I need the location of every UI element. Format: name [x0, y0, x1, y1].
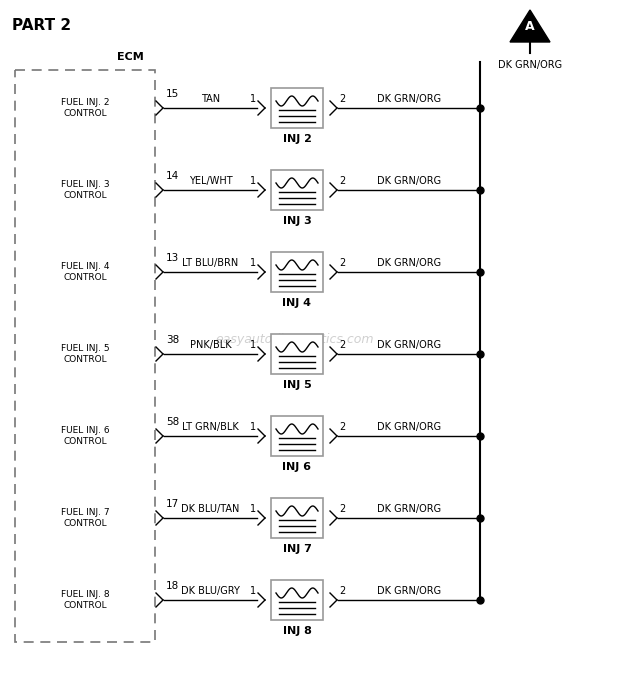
- Text: INJ 2: INJ 2: [282, 134, 311, 144]
- Text: A: A: [525, 20, 535, 32]
- Text: DK GRN/ORG: DK GRN/ORG: [377, 258, 441, 268]
- Bar: [271, 334, 323, 374]
- Text: PART 2: PART 2: [12, 18, 71, 33]
- Text: 2: 2: [339, 422, 345, 432]
- Text: INJ 7: INJ 7: [282, 544, 311, 554]
- Text: 2: 2: [339, 586, 345, 596]
- Bar: [271, 88, 323, 128]
- Text: 17: 17: [166, 499, 179, 509]
- Bar: [271, 252, 323, 292]
- Text: YEL/WHT: YEL/WHT: [188, 176, 232, 186]
- Text: FUEL INJ. 6
CONTROL: FUEL INJ. 6 CONTROL: [61, 426, 109, 446]
- Text: DK GRN/ORG: DK GRN/ORG: [377, 422, 441, 432]
- Text: 1: 1: [250, 586, 256, 596]
- Text: INJ 6: INJ 6: [282, 462, 311, 472]
- Text: 1: 1: [250, 340, 256, 350]
- Text: INJ 8: INJ 8: [282, 626, 311, 636]
- Text: 13: 13: [166, 253, 179, 263]
- Text: 2: 2: [339, 340, 345, 350]
- Text: INJ 4: INJ 4: [282, 298, 311, 308]
- Text: 1: 1: [250, 422, 256, 432]
- Bar: [271, 498, 323, 538]
- Text: 38: 38: [166, 335, 179, 345]
- Bar: [271, 416, 323, 456]
- Bar: [271, 580, 323, 620]
- Text: FUEL INJ. 4
CONTROL: FUEL INJ. 4 CONTROL: [61, 262, 109, 282]
- Text: FUEL INJ. 8
CONTROL: FUEL INJ. 8 CONTROL: [61, 590, 109, 610]
- Text: DK GRN/ORG: DK GRN/ORG: [498, 60, 562, 70]
- Text: 2: 2: [339, 94, 345, 104]
- Text: DK GRN/ORG: DK GRN/ORG: [377, 504, 441, 514]
- Text: DK GRN/ORG: DK GRN/ORG: [377, 340, 441, 350]
- Text: 2: 2: [339, 258, 345, 268]
- Text: DK GRN/ORG: DK GRN/ORG: [377, 94, 441, 104]
- Text: INJ 3: INJ 3: [282, 216, 311, 226]
- Text: 15: 15: [166, 89, 179, 99]
- Bar: [271, 170, 323, 210]
- Text: TAN: TAN: [201, 94, 220, 104]
- Text: DK GRN/ORG: DK GRN/ORG: [377, 176, 441, 186]
- Text: easyautodiagnostics.com: easyautodiagnostics.com: [216, 333, 375, 346]
- Text: LT BLU/BRN: LT BLU/BRN: [182, 258, 239, 268]
- Text: PNK/BLK: PNK/BLK: [190, 340, 231, 350]
- Text: DK BLU/TAN: DK BLU/TAN: [181, 504, 240, 514]
- Text: 1: 1: [250, 94, 256, 104]
- Text: INJ 5: INJ 5: [282, 380, 311, 390]
- Text: FUEL INJ. 7
CONTROL: FUEL INJ. 7 CONTROL: [61, 508, 109, 528]
- Text: DK GRN/ORG: DK GRN/ORG: [377, 586, 441, 596]
- Polygon shape: [510, 10, 550, 42]
- Text: FUEL INJ. 2
CONTROL: FUEL INJ. 2 CONTROL: [61, 98, 109, 118]
- Text: LT GRN/BLK: LT GRN/BLK: [182, 422, 239, 432]
- Text: 2: 2: [339, 504, 345, 514]
- Text: 1: 1: [250, 258, 256, 268]
- Text: 18: 18: [166, 581, 179, 591]
- Text: 14: 14: [166, 171, 179, 181]
- Text: ECM: ECM: [117, 52, 143, 62]
- Text: FUEL INJ. 5
CONTROL: FUEL INJ. 5 CONTROL: [61, 344, 109, 364]
- Text: FUEL INJ. 3
CONTROL: FUEL INJ. 3 CONTROL: [61, 180, 109, 200]
- Text: 1: 1: [250, 504, 256, 514]
- Text: 2: 2: [339, 176, 345, 186]
- Text: 1: 1: [250, 176, 256, 186]
- Text: 58: 58: [166, 417, 179, 427]
- Text: DK BLU/GRY: DK BLU/GRY: [181, 586, 240, 596]
